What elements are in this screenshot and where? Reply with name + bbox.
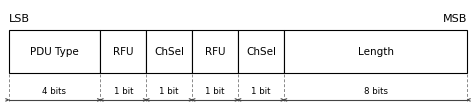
- Text: MSB: MSB: [443, 14, 467, 24]
- Text: LSB: LSB: [9, 14, 30, 24]
- Text: ChSel: ChSel: [154, 47, 184, 57]
- Bar: [238, 30, 284, 73]
- Text: 4 bits: 4 bits: [42, 87, 67, 96]
- Text: 1 bit: 1 bit: [205, 87, 225, 96]
- Bar: [284, 30, 467, 73]
- Text: RFU: RFU: [113, 47, 134, 57]
- Text: RFU: RFU: [205, 47, 225, 57]
- Text: 1 bit: 1 bit: [251, 87, 271, 96]
- Text: ChSel: ChSel: [246, 47, 276, 57]
- Bar: [146, 30, 192, 73]
- Bar: [100, 30, 146, 73]
- Text: 1 bit: 1 bit: [114, 87, 133, 96]
- Text: Length: Length: [357, 47, 394, 57]
- Bar: [192, 30, 238, 73]
- Text: 1 bit: 1 bit: [159, 87, 179, 96]
- Text: PDU Type: PDU Type: [30, 47, 79, 57]
- Text: 8 bits: 8 bits: [364, 87, 387, 96]
- Bar: [9, 30, 100, 73]
